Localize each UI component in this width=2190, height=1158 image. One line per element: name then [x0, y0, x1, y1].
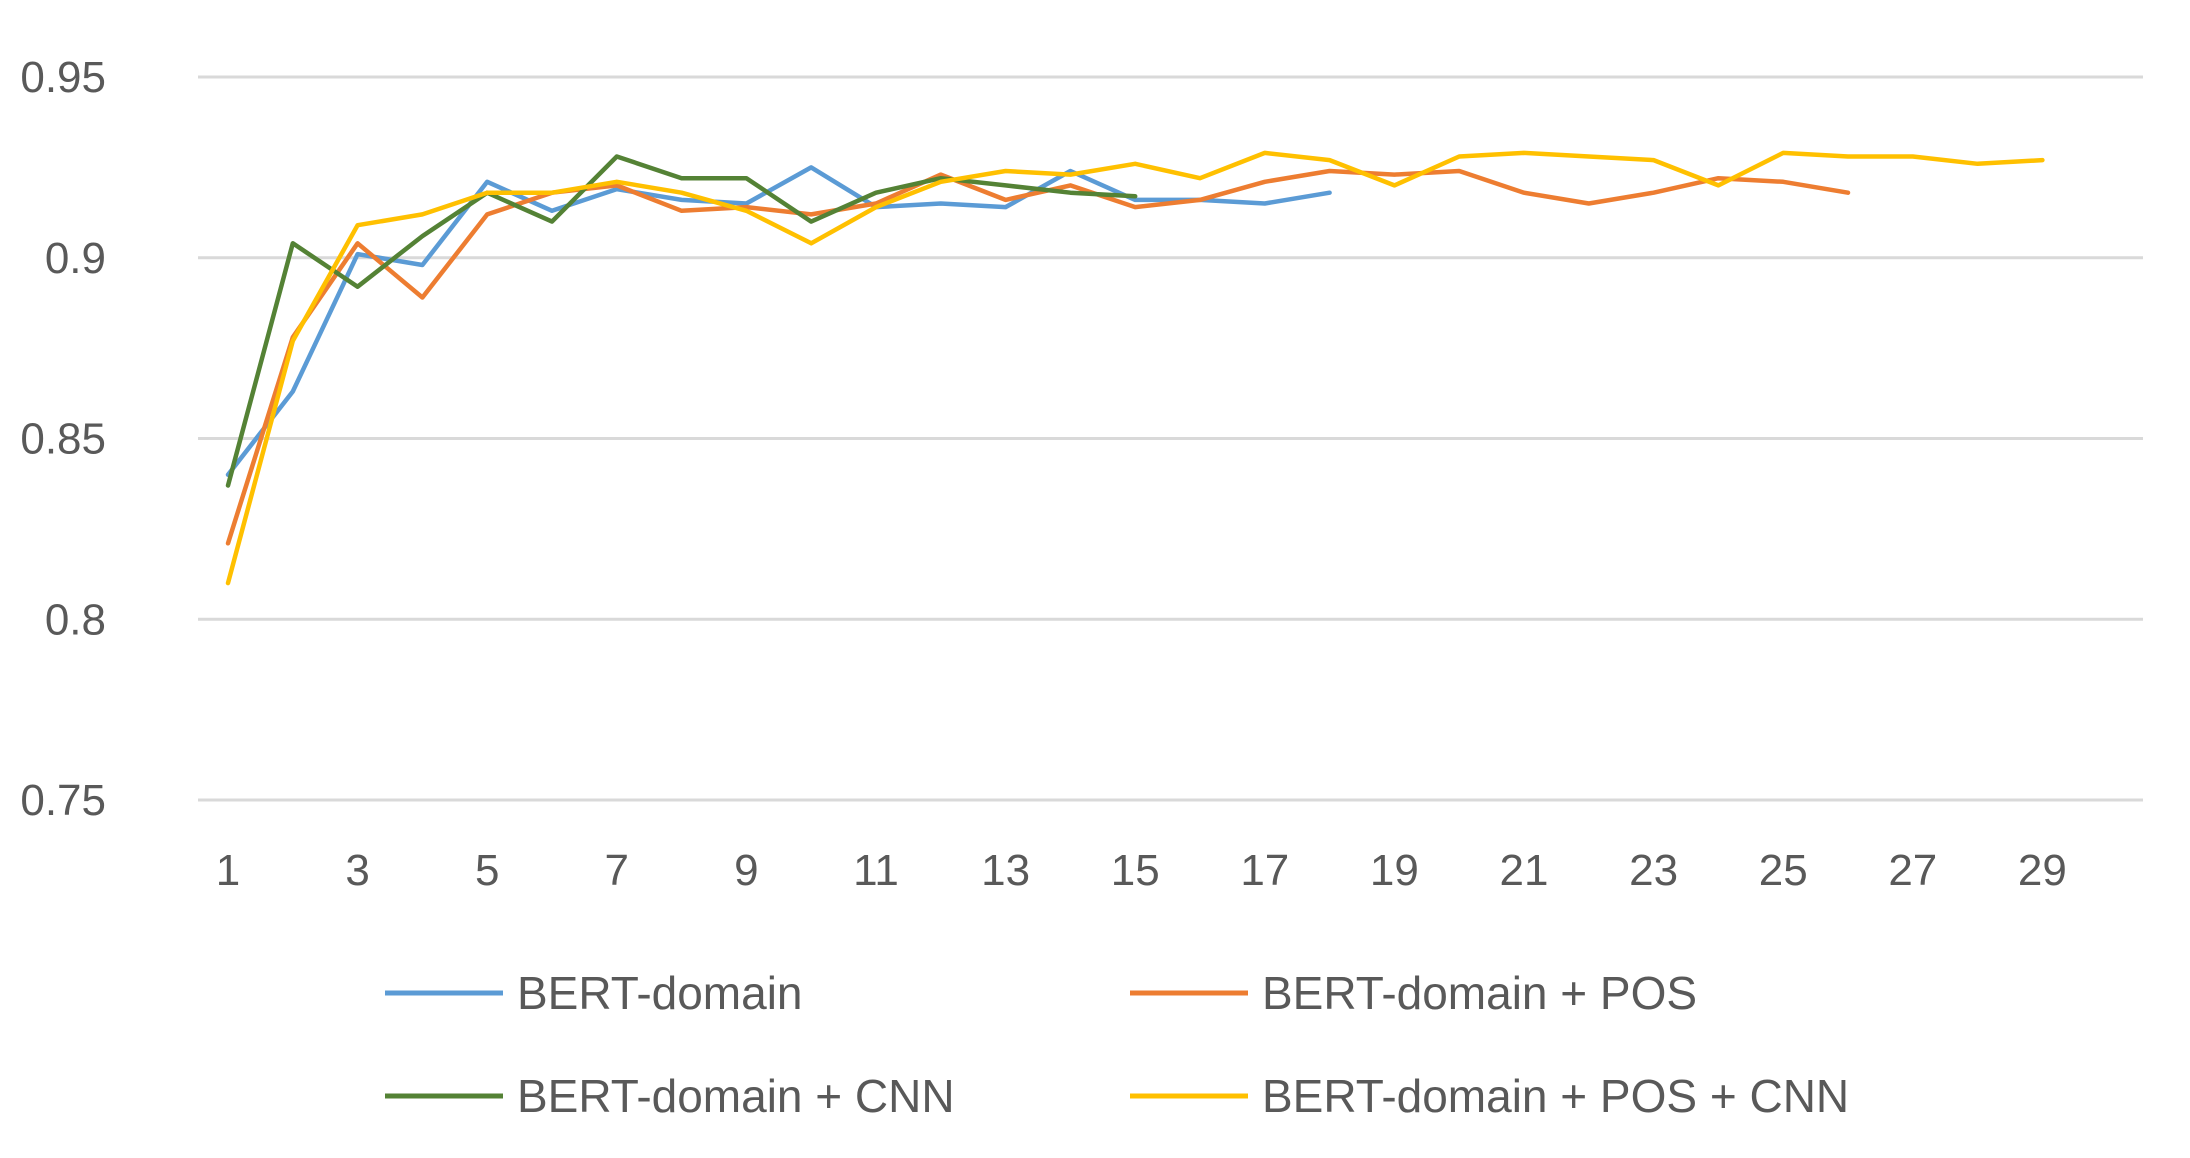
y-axis-tick-labels: 0.95 0.9 0.85 0.8 0.75 — [20, 53, 106, 825]
y-tick-label: 0.95 — [20, 53, 106, 102]
series-line-3 — [225, 154, 1138, 488]
y-tick-label: 0.85 — [20, 415, 106, 464]
x-tick-label: 21 — [1500, 846, 1549, 895]
x-tick-label: 17 — [1240, 846, 1289, 895]
x-tick-label: 13 — [981, 846, 1030, 895]
x-tick-label: 7 — [605, 846, 629, 895]
legend-item: BERT-domain + POS + CNN — [1130, 1070, 1849, 1122]
x-tick-label: 29 — [2018, 846, 2067, 895]
legend-item: BERT-domain — [385, 967, 803, 1019]
series-line-2 — [225, 168, 1851, 546]
x-tick-label: 15 — [1111, 846, 1160, 895]
x-tick-label: 3 — [345, 846, 369, 895]
y-tick-label: 0.75 — [20, 776, 106, 825]
x-tick-label: 19 — [1370, 846, 1419, 895]
gridlines — [198, 75, 2143, 802]
series-line-4 — [225, 150, 2045, 586]
x-tick-label: 23 — [1629, 846, 1678, 895]
legend-label: BERT-domain + POS + CNN — [1262, 1070, 1849, 1122]
legend-item: BERT-domain + POS — [1130, 967, 1697, 1019]
x-tick-label: 11 — [853, 846, 899, 895]
legend-label: BERT-domain + CNN — [517, 1070, 955, 1122]
series-line-1 — [225, 165, 1332, 477]
x-tick-label: 25 — [1759, 846, 1808, 895]
y-tick-label: 0.8 — [45, 595, 106, 644]
x-tick-label: 9 — [734, 846, 758, 895]
legend-label: BERT-domain + POS — [1262, 967, 1697, 1019]
x-tick-label: 1 — [216, 846, 240, 895]
x-tick-label: 27 — [1888, 846, 1937, 895]
legend: BERT-domain BERT-domain + POS BERT-domain … — [385, 967, 1849, 1122]
legend-item: BERT-domain + CNN — [385, 1070, 955, 1122]
legend-label: BERT-domain — [517, 967, 803, 1019]
series-lines — [225, 150, 2045, 586]
x-axis-tick-labels: 1 3 5 7 9 11 13 15 17 19 21 23 25 27 29 — [216, 846, 2067, 895]
x-tick-label: 5 — [475, 846, 499, 895]
y-tick-label: 0.9 — [45, 234, 106, 283]
